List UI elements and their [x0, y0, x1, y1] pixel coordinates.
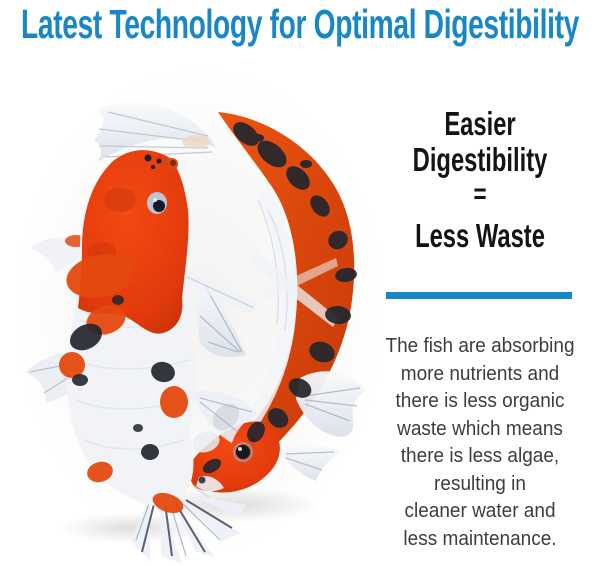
- description-line: less maintenance.: [403, 527, 557, 550]
- description-line: more nutrients and: [400, 362, 560, 385]
- description-line: there is less algae,: [400, 445, 560, 467]
- koi-left-eye: [147, 192, 167, 214]
- benefit-line-2: Digestibility: [412, 141, 548, 178]
- description-line: waste which means: [397, 417, 563, 440]
- divider-line: [386, 292, 572, 299]
- page-title: Latest Technology for Optimal Digestibil…: [21, 1, 579, 47]
- koi-right: [94, 102, 366, 499]
- koi-left-tail: [131, 494, 247, 563]
- koi-left: [25, 150, 258, 563]
- koi-left-markings: [59, 154, 188, 514]
- page-title-area: Latest Technology for Optimal Digestibil…: [21, 1, 580, 47]
- description-line: resulting in: [434, 472, 526, 495]
- description-line: there is less organic: [395, 390, 565, 412]
- equals-sign: =: [473, 178, 487, 209]
- benefit-line-3: Less Waste: [415, 217, 545, 254]
- koi-left-mouth: [166, 158, 178, 170]
- koi-fish-photo: [0, 50, 400, 566]
- benefit-line-1: Easier: [444, 105, 516, 142]
- description-line: cleaner water and: [404, 500, 556, 522]
- benefit-statement: Easier Digestibility = Less Waste: [356, 106, 600, 254]
- description-paragraph: The fish are absorbing more nutrients an…: [352, 333, 600, 553]
- description-line: The fish are absorbing: [385, 335, 575, 357]
